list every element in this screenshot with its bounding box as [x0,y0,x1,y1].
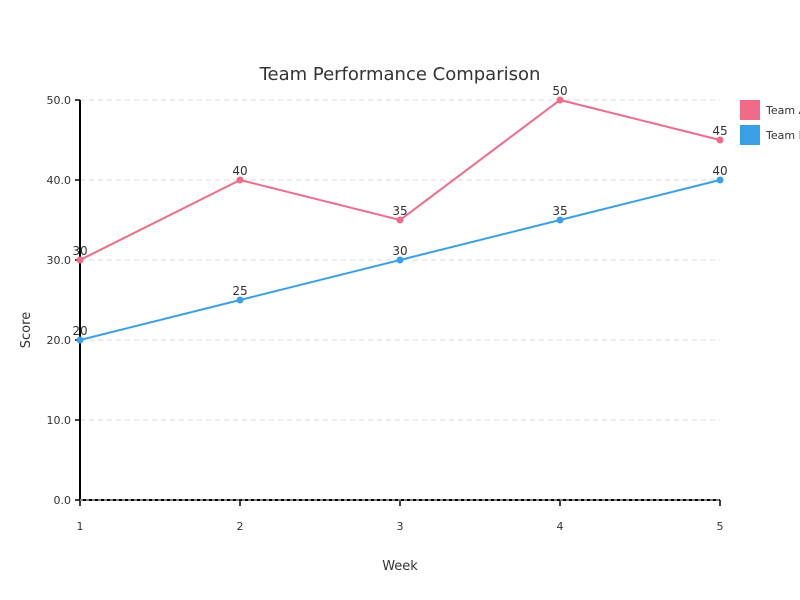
legend-label: Team B [765,129,800,142]
data-label: 35 [552,204,567,218]
data-label: 20 [72,324,87,338]
data-label: 45 [712,124,727,138]
legend-label: Team A [765,104,800,117]
y-tick-label: 30.0 [47,254,72,267]
x-tick-label: 2 [237,520,244,533]
data-point [236,296,244,304]
data-label: 50 [552,84,567,98]
y-tick-label: 10.0 [47,414,72,427]
data-point [236,176,244,184]
x-tick-label: 4 [557,520,564,533]
data-point [556,216,564,224]
axes: 0.010.020.030.040.050.01 2 3 4 5 [47,94,724,533]
y-tick-label: 20.0 [47,334,72,347]
data-label: 25 [232,284,247,298]
y-axis-label: Score [19,312,34,348]
chart-title: Team Performance Comparison [259,64,541,85]
legend-swatch [740,100,760,120]
y-tick-label: 40.0 [47,174,72,187]
data-label: 30 [72,244,87,258]
y-tick-label: 0.0 [54,494,72,507]
data-label: 35 [392,204,407,218]
data-point [396,216,404,224]
data-point [396,256,404,264]
x-tick-label: 5 [717,520,724,533]
legend: Team A Team B [740,100,800,145]
data-point [76,256,84,264]
data-label: 40 [232,164,247,178]
x-tick-label: 1 [77,520,84,533]
data-label: 30 [392,244,407,258]
series-group [76,96,724,344]
data-label: 40 [712,164,727,178]
data-point [556,96,564,104]
legend-swatch [740,125,760,145]
x-axis-label: Week [382,559,418,574]
data-point [716,176,724,184]
data-point [716,136,724,144]
y-tick-label: 50.0 [47,94,72,107]
data-labels: 30 40 35 50 45 20 25 30 35 40 [72,84,727,338]
data-point [76,336,84,344]
x-tick-label: 3 [397,520,404,533]
grid [80,99,720,501]
